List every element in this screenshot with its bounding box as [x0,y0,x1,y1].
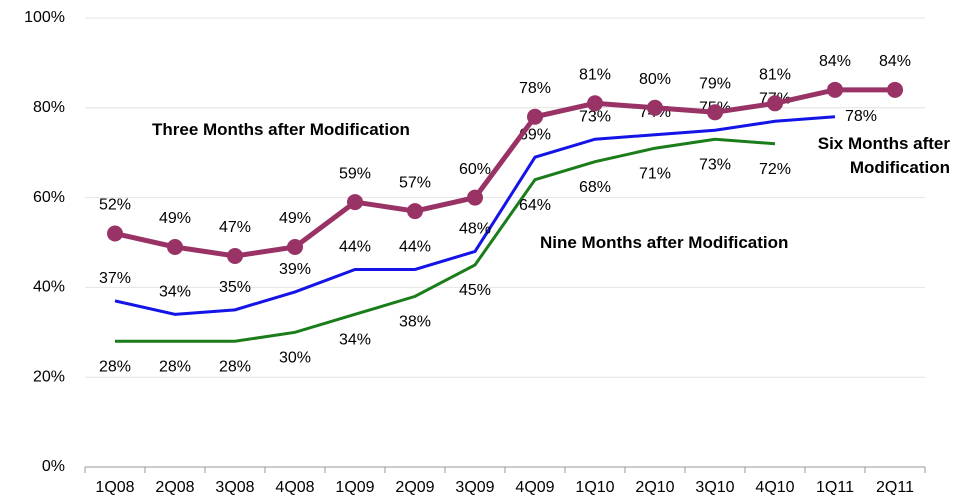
value-label: 37% [99,270,131,287]
value-label: 57% [399,174,431,191]
value-label: 45% [459,282,491,299]
marker [167,238,183,255]
value-label: 47% [219,219,251,236]
series-label: Six Months after Modification [817,134,950,177]
y-tick-label: 80% [33,99,65,116]
value-label: 81% [759,67,791,84]
value-label: 73% [579,108,611,125]
value-label: 72% [759,161,791,178]
value-label: 28% [219,358,251,375]
marker [227,247,243,264]
value-label: 60% [459,161,491,178]
value-label: 44% [339,239,371,256]
value-label: 44% [399,239,431,256]
x-tick-label: 2Q09 [395,479,434,496]
marker [767,95,783,112]
y-tick-label: 60% [33,189,65,206]
series-line [114,115,836,316]
x-tick-label: 3Q08 [215,479,254,496]
value-label: 81% [579,67,611,84]
x-tick-label: 3Q10 [695,479,734,496]
value-label: 28% [99,358,131,375]
series-label: Three Months after Modification [152,120,410,139]
value-label: 38% [399,314,431,331]
x-tick-label: 1Q11 [816,479,854,496]
x-tick-label: 1Q08 [95,479,134,496]
value-label: 28% [159,358,191,375]
value-label: 80% [639,71,671,88]
value-label: 84% [879,53,911,70]
value-label: 34% [339,332,371,349]
x-tick-label: 3Q09 [455,479,494,496]
value-label: 78% [519,80,551,97]
x-tick-label: 4Q09 [515,479,554,496]
value-label: 48% [459,221,491,238]
value-label: 78% [845,108,877,125]
value-label: 35% [219,279,251,296]
value-label: 49% [279,210,311,227]
x-tick-label: 2Q11 [876,479,914,496]
value-label: 73% [699,156,731,173]
marker [527,108,543,125]
value-label: 52% [99,197,131,214]
value-label: 39% [279,261,311,278]
value-label: 30% [279,350,311,367]
x-tick-label: 2Q10 [635,479,674,496]
value-label: 64% [519,197,551,214]
marker [107,225,123,242]
marker [587,95,603,112]
y-tick-label: 20% [33,368,65,385]
marker [887,81,903,98]
marker [407,203,423,220]
marker [707,104,723,121]
value-label: 84% [819,53,851,70]
series-line [115,137,776,343]
x-tick-label: 1Q10 [575,479,614,496]
y-tick-label: 100% [24,9,65,26]
marker [647,99,663,116]
value-label: 79% [699,76,731,93]
y-tick-label: 40% [33,279,65,296]
marker [827,81,843,98]
value-label: 34% [159,284,191,301]
x-tick-label: 2Q08 [155,479,194,496]
x-tick-label: 4Q08 [275,479,314,496]
x-tick-label: 4Q10 [755,479,794,496]
value-label: 68% [579,179,611,196]
marker [467,189,483,206]
value-label: 59% [339,165,371,182]
marker [287,238,303,255]
value-label: 71% [639,165,671,182]
marker [347,194,363,211]
series-line [114,87,895,259]
x-tick-label: 1Q09 [335,479,374,496]
value-label: 49% [159,210,191,227]
series-label: Nine Months after Modification [540,233,789,252]
y-tick-label: 0% [42,458,65,475]
